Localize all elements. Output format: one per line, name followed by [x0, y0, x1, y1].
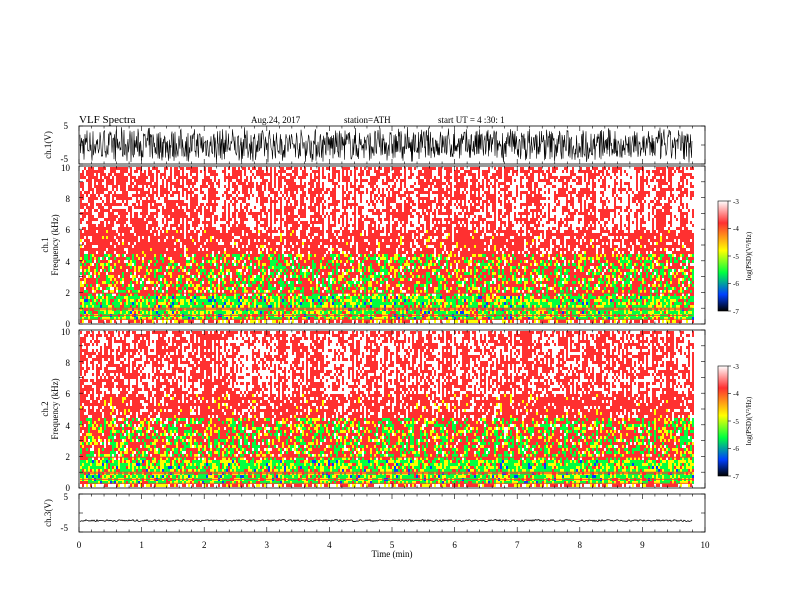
ch3-waveform-ylabel: ch.3(V) — [43, 499, 53, 527]
ch2-freq-tick-label: 4 — [66, 421, 71, 431]
ch1-colorbar-gradient — [718, 201, 728, 311]
ch2-colorbar-gradient — [718, 366, 728, 476]
figure-station: station=ATH — [344, 115, 391, 125]
figure-date: Aug.24, 2017 — [251, 115, 301, 125]
ch2-freq-tick-label: 10 — [61, 327, 71, 337]
time-tick-label: 8 — [578, 540, 583, 550]
ch2-freq-tick-label: 6 — [66, 389, 71, 399]
ch2-freq-tick-labels: 10 8 6 4 2 0 — [61, 327, 71, 493]
time-tick-label: 9 — [640, 540, 645, 550]
ch1-ytick-top: 5 — [64, 121, 69, 131]
ch2-freq-tick-label: 2 — [66, 452, 71, 462]
time-tick-label: 7 — [515, 540, 520, 550]
ch2-colorbar: -3 -4 -5 -6 -7 log(PSD)(V²/Hz) — [718, 363, 753, 481]
time-tick-label: 6 — [452, 540, 457, 550]
time-axis-label: Time (min) — [372, 549, 413, 559]
ch2-colorbar-tick-label: -7 — [733, 473, 739, 481]
ch1-colorbar-tick-label: -3 — [733, 198, 739, 206]
ch3-ytick-bottom: -5 — [61, 523, 69, 533]
ch1-colorbar: -3 -4 -5 -6 -7 log(PSD)(V²/Hz) — [718, 198, 753, 316]
ch1-freq-tick-label: 4 — [66, 257, 71, 267]
ch2-spectrogram-image — [80, 331, 694, 487]
ch1-freq-tick-label: 6 — [66, 225, 71, 235]
ch2-colorbar-ticks — [728, 366, 731, 476]
ch3-waveform-panel: 5 -5 ch.3(V) — [43, 492, 705, 533]
ch2-colorbar-tick-label: -5 — [733, 418, 739, 426]
ch2-colorbar-label: log(PSD)(V²/Hz) — [745, 396, 753, 445]
ch1-freq-tick-labels: 10 8 6 4 2 0 — [61, 163, 71, 329]
ch1-freq-tick-label: 2 — [66, 288, 71, 298]
ch2-spectrogram-ylabel-frequency: Frequency (kHz) — [50, 378, 60, 439]
time-tick-label: 0 — [77, 540, 82, 550]
figure-title: VLF Spectra — [79, 114, 136, 126]
ch2-spectrogram-panel: 10 8 6 4 2 0 ch.2 Frequency (kHz) — [40, 327, 705, 493]
time-tick-label: 10 — [701, 540, 711, 550]
ch2-colorbar-tick-label: -4 — [733, 390, 739, 398]
time-tick-label: 3 — [265, 540, 270, 550]
time-tick-label: 1 — [139, 540, 144, 550]
ch1-spectrogram-panel: 10 8 6 4 2 0 ch.1 Frequency (kHz) — [40, 163, 705, 329]
figure-start-ut: start UT = 4 :30: 1 — [438, 115, 505, 125]
ch2-spectrogram-ylabel-channel: ch.2 — [40, 401, 50, 416]
ch2-colorbar-tick-label: -6 — [733, 445, 739, 453]
ch1-freq-tick-label: 8 — [66, 194, 71, 204]
ch1-colorbar-ticks — [728, 201, 731, 311]
ch1-spectrogram-image — [80, 167, 694, 323]
ch2-freq-tick-label: 8 — [66, 358, 71, 368]
ch1-colorbar-tick-label: -6 — [733, 280, 739, 288]
ch1-spectrogram-ylabel-frequency: Frequency (kHz) — [50, 214, 60, 275]
ch1-waveform-panel: 5 -5 ch.1(V) — [43, 121, 705, 164]
ch3-ytick-top: 5 — [64, 492, 69, 502]
ch2-colorbar-tick-label: -3 — [733, 363, 739, 371]
time-axis: 0 1 2 3 4 5 6 7 8 9 10 Time (min) — [77, 540, 710, 559]
ch1-colorbar-tick-label: -4 — [733, 225, 739, 233]
ch1-freq-tick-label: 10 — [61, 163, 71, 173]
ch1-spectrogram-ylabel-channel: ch.1 — [40, 237, 50, 252]
ch1-colorbar-label: log(PSD)(V²/Hz) — [745, 231, 753, 280]
ch1-colorbar-tick-label: -5 — [733, 253, 739, 261]
ch1-waveform-ylabel: ch.1(V) — [43, 131, 53, 159]
ch1-colorbar-tick-label: -7 — [733, 308, 739, 316]
time-tick-label: 2 — [202, 540, 207, 550]
time-tick-label: 4 — [327, 540, 332, 550]
